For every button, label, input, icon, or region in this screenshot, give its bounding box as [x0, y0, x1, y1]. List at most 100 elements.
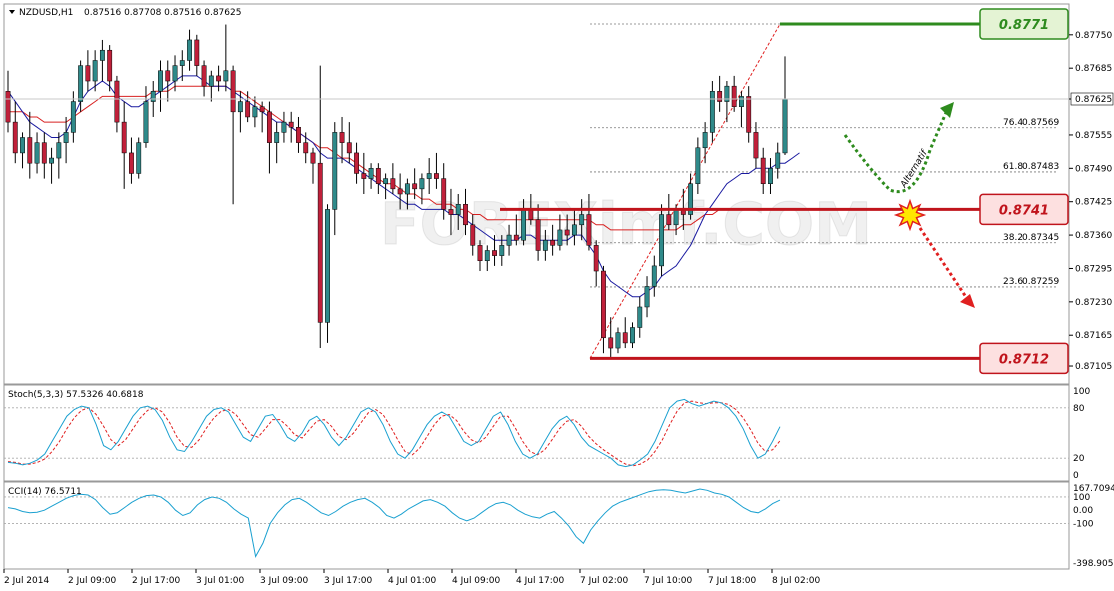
price-tick-label: 0.87360	[1075, 231, 1112, 241]
candle-bearish	[412, 183, 418, 190]
symbol-label: NZDUSD,H1	[19, 8, 73, 18]
moving-average-slow-line	[8, 85, 800, 231]
candle-bullish	[20, 137, 25, 154]
candle-bullish	[172, 65, 178, 82]
time-tick-label: 4 Jul 09:00	[452, 576, 501, 586]
stochastic-indicator: 100 80 20 0	[4, 387, 1090, 481]
candle-bearish	[121, 121, 127, 154]
fib-trendline	[589, 23, 781, 359]
time-tick-label: 7 Jul 10:00	[644, 576, 693, 586]
candle-bullish	[768, 168, 773, 184]
cci-tick-label: 167.7094	[1073, 484, 1114, 494]
fib-value-label: 0.87483	[1022, 162, 1059, 172]
support-label: 0.8712	[999, 352, 1049, 367]
candle-bullish	[70, 101, 76, 133]
support-label: 0.8741	[999, 203, 1049, 218]
resistance-label: 0.8771	[999, 18, 1049, 33]
candle-bullish	[56, 142, 62, 159]
current-price-label: 0.87625	[1075, 95, 1112, 105]
candle-bullish	[150, 91, 156, 102]
candle-bullish	[506, 234, 512, 246]
candle-bearish	[201, 65, 207, 87]
fib-value-label: 0.87569	[1022, 118, 1059, 128]
candle-bearish	[717, 91, 723, 102]
cci-tick-label: 100	[1073, 493, 1090, 503]
candle-bullish	[419, 178, 425, 190]
arrow-down-icon	[960, 294, 975, 308]
candle-bullish	[499, 245, 505, 256]
candle-bearish	[288, 121, 294, 128]
time-tick-label: 2 Jul 2014	[4, 576, 49, 586]
candle-bullish	[695, 147, 701, 184]
candle-bearish	[470, 224, 476, 246]
candle-bearish	[760, 157, 766, 184]
fib-value-label: 0.87259	[1022, 277, 1059, 287]
candle-bearish	[107, 49, 113, 82]
candle-bearish	[165, 70, 171, 82]
moving-average-fast-line	[7, 75, 800, 298]
candle-bearish	[375, 168, 381, 184]
candle-bearish	[564, 229, 570, 236]
time-axis: 2 Jul 2014 2 Jul 09:00 2 Jul 17:00 3 Jul 01…	[3, 569, 821, 586]
candle-bullish	[78, 65, 84, 102]
candle-bearish	[390, 178, 396, 190]
time-tick-label: 4 Jul 01:00	[388, 576, 437, 586]
candle-bullish	[404, 183, 410, 195]
main-pane	[3, 3, 1070, 385]
candle-bearish	[535, 219, 541, 251]
watermark: FOREXimf.COM	[380, 190, 872, 258]
resistance-label-box	[979, 8, 1069, 40]
candle-bearish	[593, 245, 599, 272]
support-label-box	[979, 342, 1069, 375]
candle-bearish	[266, 111, 272, 143]
candle-bullish	[252, 106, 258, 118]
candle-bullish	[644, 286, 650, 308]
candle-bullish	[63, 132, 69, 143]
candle-bullish	[579, 214, 585, 226]
candle-bullish	[158, 70, 163, 92]
candle-bearish	[41, 142, 47, 164]
stoch-main-line	[7, 398, 781, 468]
dropdown-triangle-icon[interactable]	[9, 10, 15, 14]
candle-bearish	[317, 162, 323, 323]
price-axis: 0.87750 0.87685 0.87625 0.87555 0.87490 0.874…	[4, 31, 1114, 372]
candle-bearish	[608, 337, 614, 349]
candle-bullish	[92, 60, 98, 82]
candle-bullish	[724, 85, 730, 102]
candle-bearish	[753, 132, 759, 159]
candle-bearish	[216, 75, 222, 82]
candle-bullish	[187, 39, 192, 61]
support-label-box	[979, 193, 1069, 226]
candle-bearish	[731, 85, 737, 107]
price-tick-label: 0.87750	[1075, 31, 1112, 41]
candle-bullish	[179, 60, 185, 66]
candle-bullish	[455, 204, 461, 215]
cci-tick-label: -398.9056	[1073, 559, 1114, 569]
candle-bullish	[673, 209, 679, 226]
support-resistance-levels: 0.8771 0.8741 0.8712	[500, 8, 1069, 375]
price-tick-label: 0.87165	[1075, 331, 1112, 341]
candle-bullish	[709, 91, 715, 133]
candle-bearish	[492, 250, 497, 256]
fib-ratio-label: 61.8	[1003, 162, 1023, 172]
candle-bullish	[368, 168, 374, 179]
arrow-up-icon	[940, 102, 954, 118]
candle-bullish	[332, 132, 338, 210]
down-path	[918, 227, 970, 301]
candle-bearish	[230, 70, 236, 113]
fib-ratio-label: 23.6	[1003, 277, 1023, 287]
candle-bullish	[651, 265, 657, 287]
time-tick-label: 2 Jul 17:00	[132, 576, 181, 586]
candle-bullish	[223, 70, 229, 82]
time-tick-label: 4 Jul 17:00	[516, 576, 565, 586]
fib-ratio-label: 76.4	[1003, 118, 1023, 128]
stoch-pane	[3, 384, 1070, 482]
candle-bearish	[666, 214, 672, 226]
candle-bearish	[339, 132, 345, 143]
ohlc-readout: 0.87516 0.87708 0.87516 0.87625	[84, 8, 241, 18]
price-tick-label: 0.87105	[1075, 362, 1112, 372]
candle-bearish	[361, 173, 367, 179]
candle-bearish	[296, 126, 301, 143]
